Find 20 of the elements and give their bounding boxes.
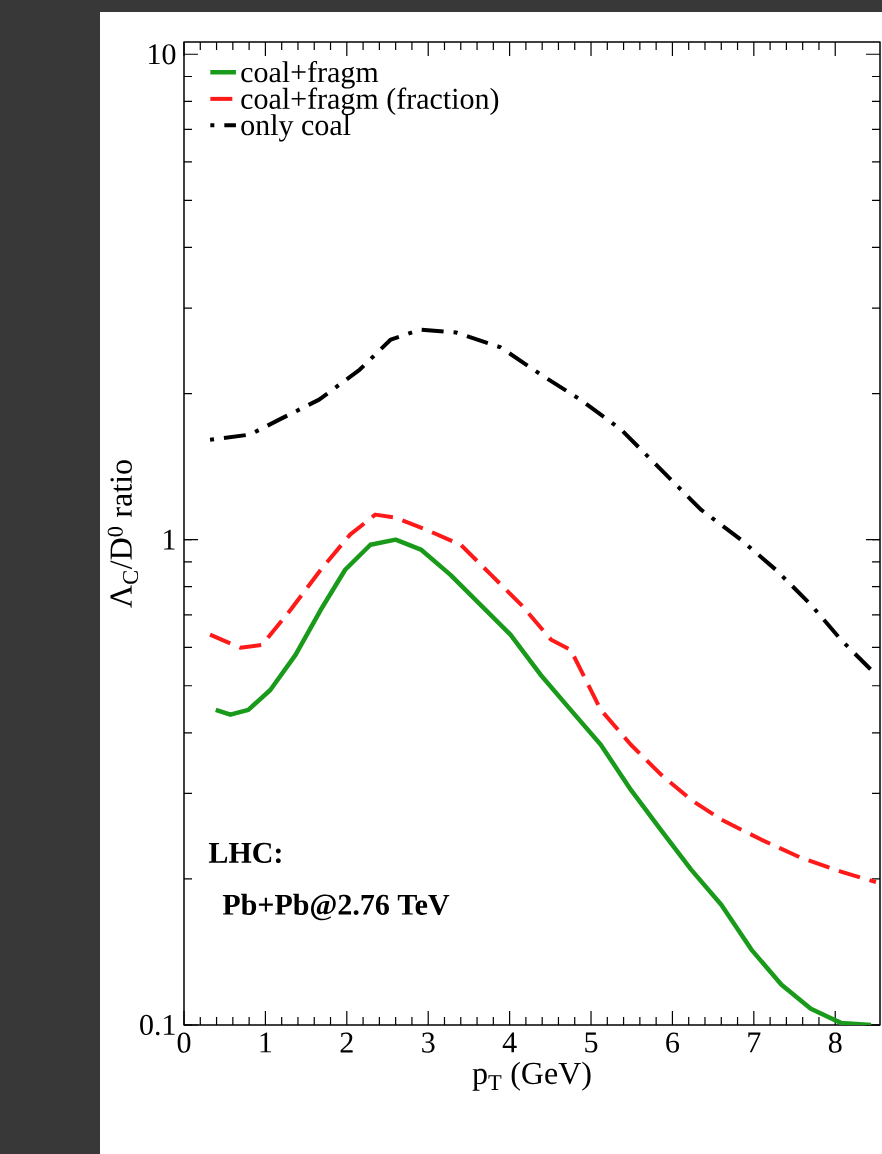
x-tick-label: 4 (502, 1032, 517, 1053)
x-axis-title: p$_{T}$ (GeV) (472, 1061, 591, 1091)
legend-label: coal+fragm (241, 60, 379, 89)
annotation: Pb+Pb@2.76 TeV (222, 893, 450, 921)
x-tick-label: 7 (748, 1032, 761, 1053)
x-tick-label: 2 (340, 1032, 353, 1053)
x-tick-label: 8 (828, 1032, 842, 1053)
y-tick-label: 1 (164, 529, 175, 550)
legend-label: only coal (241, 114, 351, 142)
x-tick-label: 0 (177, 1032, 191, 1053)
y-axis-title: Λ$_{C}$/D$^{0}$ ratio (107, 460, 139, 608)
legend-label: coal+fragm (fraction) (241, 87, 499, 116)
x-tick-label: 6 (666, 1032, 680, 1053)
line-series (208, 512, 878, 885)
annotation: LHC: (208, 842, 281, 864)
x-tick-label: 1 (260, 1032, 272, 1053)
x-tick-label: 5 (585, 1032, 598, 1053)
y-tick-label: 0.1 (140, 1014, 175, 1036)
x-tick-label: 3 (422, 1032, 435, 1053)
y-tick-label: 10 (149, 44, 176, 65)
